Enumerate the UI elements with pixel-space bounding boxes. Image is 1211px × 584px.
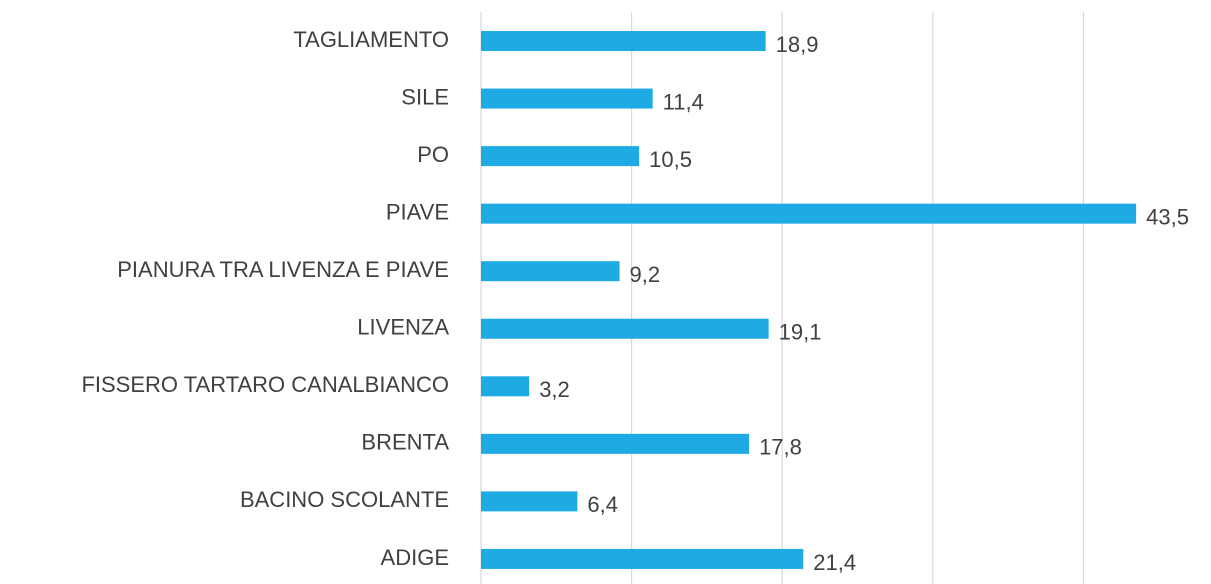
y-tick-label: SILE <box>401 84 449 109</box>
y-tick-label: PO <box>417 142 449 167</box>
bar <box>481 261 620 282</box>
data-label: 18,9 <box>776 32 819 57</box>
y-tick-label: PIAVE <box>386 199 449 224</box>
y-tick-label: BRENTA <box>361 430 449 455</box>
bar <box>481 318 769 339</box>
bar <box>481 203 1137 224</box>
data-label: 6,4 <box>587 492 618 517</box>
bar <box>481 491 578 512</box>
data-label: 3,2 <box>539 377 570 402</box>
bar <box>481 31 766 51</box>
y-tick-label: TAGLIAMENTO <box>293 27 449 52</box>
bar <box>481 548 804 569</box>
data-label: 19,1 <box>779 320 822 345</box>
y-tick-label: PIANURA TRA LIVENZA E PIAVE <box>117 257 449 282</box>
data-label: 17,8 <box>759 435 802 460</box>
data-label: 9,2 <box>630 262 661 287</box>
data-label: 43,5 <box>1146 204 1189 229</box>
bar <box>481 88 653 109</box>
y-tick-label: BACINO SCOLANTE <box>240 487 449 512</box>
data-label: 10,5 <box>649 147 692 172</box>
data-label: 21,4 <box>813 550 856 575</box>
y-tick-label: LIVENZA <box>357 315 449 340</box>
y-tick-label: ADIGE <box>381 545 449 570</box>
y-tick-label: FISSERO TARTARO CANALBIANCO <box>81 372 449 397</box>
bar <box>481 376 530 397</box>
bar <box>481 146 640 167</box>
data-label: 11,4 <box>663 89 704 114</box>
bar <box>481 433 750 454</box>
